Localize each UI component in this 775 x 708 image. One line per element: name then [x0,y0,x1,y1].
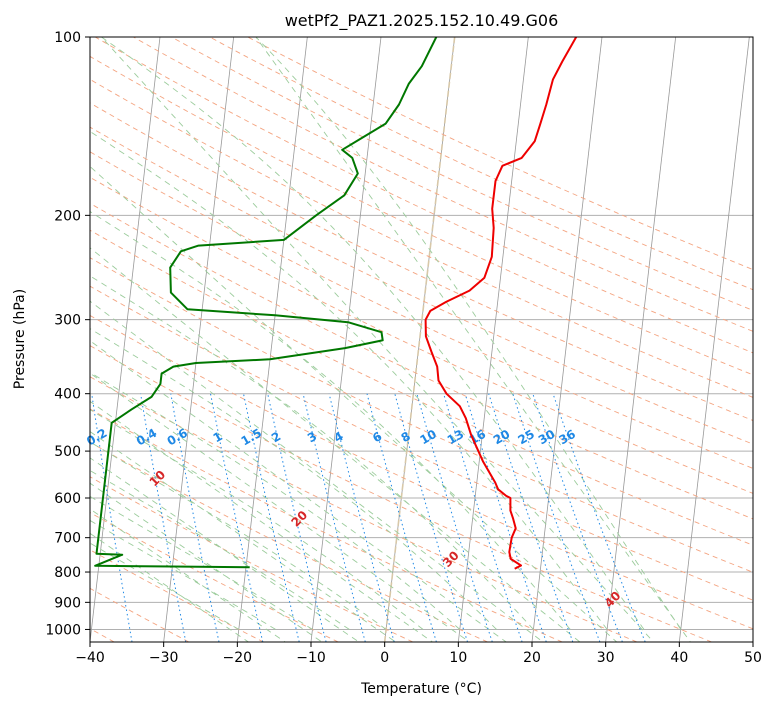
dry-adiabat-line [209,37,753,291]
dry-adiabat-line [90,441,488,642]
temperature-profile-line [424,37,578,570]
y-tick-label: 700 [54,531,81,547]
dry-adiabat-label: 40 [602,589,624,611]
mixing-ratio-label: 13 [445,427,466,447]
moist-adiabat-line [90,211,581,642]
x-tick-label: 40 [670,650,688,666]
y-tick-label: 500 [54,444,81,460]
dry-adiabat-line [90,78,753,398]
mixing-ratio-label: 0.2 [84,426,109,449]
x-tick-label: 30 [597,650,615,666]
moist-adiabat-line [90,371,470,642]
mixing-ratio-label: 3 [305,429,319,445]
moist-adiabat-line [90,275,544,642]
moist-adiabat-line [90,130,618,642]
y-tick-label: 300 [54,313,81,329]
dry-adiabat-line [90,549,264,642]
moist-adiabat-line [101,37,654,642]
isotherm-line [0,37,13,642]
isotherm-line [457,37,529,642]
y-tick-label: 900 [54,595,81,611]
zero-isotherm-line [383,37,456,642]
isotherm-line [531,37,603,642]
moist-adiabat-line [255,37,691,642]
x-axis-title: Temperature (°C) [360,681,482,697]
mixing-ratio-label: 4 [331,429,345,445]
mixing-ratio-line [512,393,601,642]
isotherm-line [236,37,308,642]
x-tick-label: 20 [523,650,541,666]
x-tick-label: −30 [149,650,179,666]
y-tick-label: 1000 [45,622,81,638]
series-layer [94,37,578,570]
moist-adiabat-line [90,532,249,642]
isotherm-line [163,37,235,642]
chart-title: wetPf2_PAZ1.2025.152.10.49.G06 [285,11,559,31]
x-tick-label: 10 [449,650,467,666]
dry-adiabat-line [90,476,414,642]
moist-adiabat-line [90,508,286,642]
x-tick-label: −10 [296,650,326,666]
dry-adiabat-line [90,151,753,469]
x-tick-label: 0 [380,650,389,666]
moist-adiabat-line [90,431,396,642]
x-tick-label: −20 [223,650,253,666]
plot-frame [89,36,754,643]
isotherm-line [310,37,382,642]
dewpoint-profile-line [94,37,438,569]
grid-layer [0,37,753,642]
isotherm-line [678,37,750,642]
mixing-ratio-label: 25 [515,427,536,447]
dry-adiabat-line [90,176,753,494]
dry-adiabat-line [90,376,638,642]
isotherm-line [605,37,677,642]
y-tick-label: 400 [54,387,81,403]
dry-adiabat-label: 20 [289,508,311,530]
mixing-ratio-label: 1 [211,429,225,445]
y-tick-label: 200 [54,208,81,224]
mixing-ratio-line [532,393,623,642]
dry-adiabat-line [90,512,339,642]
isotherm-line [752,638,753,642]
mixing-ratio-label: 8 [399,429,413,445]
dry-adiabat-line [90,126,753,445]
dry-adiabat-line [90,314,753,630]
dry-adiabat-line [90,285,753,601]
mixing-ratio-line [443,393,523,642]
mixing-ratio-label: 2 [269,429,283,445]
mixing-ratio-line [170,393,220,642]
moist-adiabat-line [90,400,433,642]
mixing-ratio-line [366,393,437,642]
mixing-ratio-label: 30 [536,427,557,447]
x-tick-label: 50 [744,650,762,666]
tick-layer: −40 −30 −20 −10 0 10 20 30 40 5010020030040050060… [45,30,762,666]
y-tick-label: 100 [54,30,81,46]
dry-adiabat-line [90,257,753,573]
dry-adiabat-line [90,102,753,422]
mixing-ratio-label: 20 [491,427,512,447]
dry-adiabat-line [90,229,753,546]
mixing-ratio-line [394,393,468,642]
dry-adiabat-line [90,55,753,376]
mixing-ratio-line [416,393,493,642]
dry-adiabat-line [133,37,753,332]
dry-adiabat-line [247,37,753,271]
y-tick-label: 800 [54,565,81,581]
y-axis-title: Pressure (hPa) [12,289,28,389]
x-tick-label: −40 [75,650,105,666]
y-tick-label: 600 [54,491,81,507]
dry-adiabat-line [90,345,712,642]
dry-adiabat-line [94,37,753,354]
mixing-ratio-label: 10 [418,427,439,447]
dry-adiabat-label: 10 [147,468,169,490]
dry-adiabat-line [90,202,753,520]
mixing-ratio-label: 6 [370,429,384,445]
mixing-ratio-line [91,393,133,642]
isotherm-line [90,37,161,642]
mixing-ratio-line [140,393,187,642]
